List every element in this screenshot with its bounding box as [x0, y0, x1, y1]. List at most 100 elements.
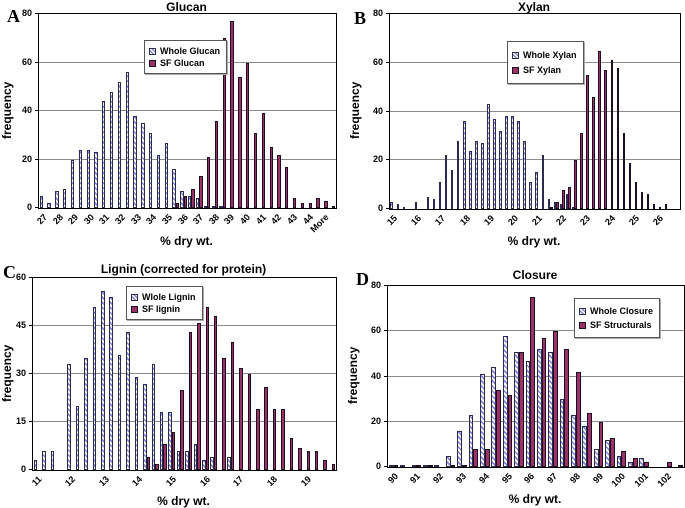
x-tick-label: 102 — [655, 471, 674, 489]
x-axis-title: % dry wt. — [160, 234, 213, 248]
sf-series-bar — [175, 203, 180, 208]
sf-series-bar — [564, 349, 570, 467]
y-tick-label: 20 — [370, 415, 381, 426]
y-tick-mark — [29, 421, 33, 422]
whole-series-bar — [627, 462, 633, 467]
whole-series-bar — [180, 191, 184, 208]
whole-series-bar — [593, 448, 599, 467]
y-tick-label: 60 — [370, 325, 381, 336]
y-tick-mark — [386, 61, 390, 63]
legend-entry: SF Glucan — [149, 58, 220, 68]
x-tick-label: 11 — [29, 474, 44, 488]
sf-series-bar — [530, 297, 536, 467]
x-tick-label: 96 — [522, 471, 537, 486]
x-tick-label: 37 — [191, 212, 206, 227]
x-tick-label: 19 — [481, 213, 496, 228]
legend-label: SF Structurals — [590, 320, 652, 330]
sf-series-bar — [586, 74, 589, 209]
whole-series-bar — [70, 159, 75, 208]
x-tick-label: 93 — [453, 471, 469, 486]
sf-series-bar — [213, 316, 218, 470]
sf-series-bar — [556, 201, 559, 209]
whole-series-bar — [133, 115, 137, 208]
whole-series-bar — [185, 450, 189, 470]
gridline — [390, 110, 680, 112]
y-tick-label: 40 — [21, 105, 32, 115]
plot-area — [29, 277, 337, 471]
whole-series-bar — [605, 439, 610, 467]
x-tick-label: 95 — [499, 471, 514, 486]
whole-series-bar — [125, 72, 129, 208]
sf-series-bar — [199, 176, 203, 208]
whole-series-bar — [134, 377, 139, 470]
whole-series-bar — [193, 444, 198, 470]
whole-series-bar — [211, 205, 215, 208]
whole-series-bar — [639, 457, 645, 467]
x-tick-label: 98 — [567, 471, 582, 486]
legend-entry: Whole Glucan — [149, 46, 220, 56]
whole-series-bar — [468, 414, 474, 467]
whole-series-bar — [548, 351, 554, 467]
whole-series-bar — [176, 450, 181, 470]
x-tick-label: 38 — [206, 212, 221, 227]
sf-series-bar — [277, 154, 281, 208]
legend: Whole Xylan SF Xylan — [507, 41, 584, 84]
sf-series-bar — [610, 437, 615, 467]
sf-series-bar — [592, 96, 595, 209]
sf-series-bar — [518, 351, 524, 467]
y-tick-mark — [35, 61, 39, 63]
y-tick-label: 80 — [370, 280, 381, 290]
x-tick-label: 17 — [231, 474, 246, 489]
y-tick-mark — [35, 158, 39, 160]
sf-series-bar — [155, 463, 159, 470]
sf-series-bar — [163, 444, 167, 470]
gridline — [388, 330, 684, 332]
whole-series-bar — [432, 199, 436, 209]
panel-glucan: A Glucan frequency 0 20 40 60 80 27 28 29 30 31 3… — [0, 0, 342, 254]
y-tick-mark — [29, 469, 33, 470]
sf-series-bar — [427, 464, 433, 467]
sf-series-bar — [496, 390, 501, 467]
sf-series-bar — [550, 206, 553, 209]
sf-series-marker-icon — [579, 321, 586, 329]
y-tick-label: 20 — [21, 153, 32, 164]
chart-title: Xylan — [517, 0, 550, 14]
whole-series-bar — [565, 194, 569, 209]
panel-letter: D — [356, 269, 369, 289]
chart-title: Glucan — [166, 0, 207, 14]
panel-closure: D Closure frequency 0 20 40 60 80 90 91 92 93 94… — [342, 254, 685, 508]
gridline — [39, 158, 336, 160]
whole-series-bar — [535, 172, 538, 209]
sf-series-bar — [230, 21, 234, 208]
whole-series-bar — [456, 140, 460, 209]
x-tick-label: 41 — [253, 212, 268, 227]
x-tick-label: 20 — [505, 213, 520, 228]
sf-series-bar — [324, 200, 328, 208]
whole-series-bar — [536, 349, 542, 467]
y-tick-mark — [386, 208, 390, 209]
whole-series-bar — [86, 149, 90, 208]
whole-series-bar — [67, 364, 71, 470]
gridline — [388, 375, 684, 377]
sf-series-bar — [314, 450, 319, 470]
whole-series-bar — [151, 364, 156, 470]
y-axis-tick-labels: 0 20 40 60 80 — [363, 8, 385, 213]
x-tick-label: 21 — [529, 213, 545, 228]
sf-series-bar — [658, 206, 662, 209]
whole-series-bar — [78, 149, 82, 208]
y-tick-label: 60 — [15, 272, 26, 282]
x-tick-label: 17 — [433, 213, 448, 228]
sf-series-marker-icon — [149, 59, 156, 67]
sf-series-bar — [598, 421, 604, 467]
x-tick-label: 18 — [264, 474, 279, 489]
gridline — [33, 373, 336, 374]
whole-series-marker-icon — [149, 47, 156, 55]
whole-series-bar — [553, 201, 557, 209]
x-tick-label: 92 — [431, 471, 446, 486]
y-tick-label: 30 — [15, 368, 26, 378]
whole-series-bar — [202, 460, 206, 470]
sf-series-bar — [230, 342, 235, 470]
whole-series-bar — [55, 191, 59, 208]
whole-series-bar — [582, 426, 588, 467]
whole-series-bar — [33, 460, 38, 470]
